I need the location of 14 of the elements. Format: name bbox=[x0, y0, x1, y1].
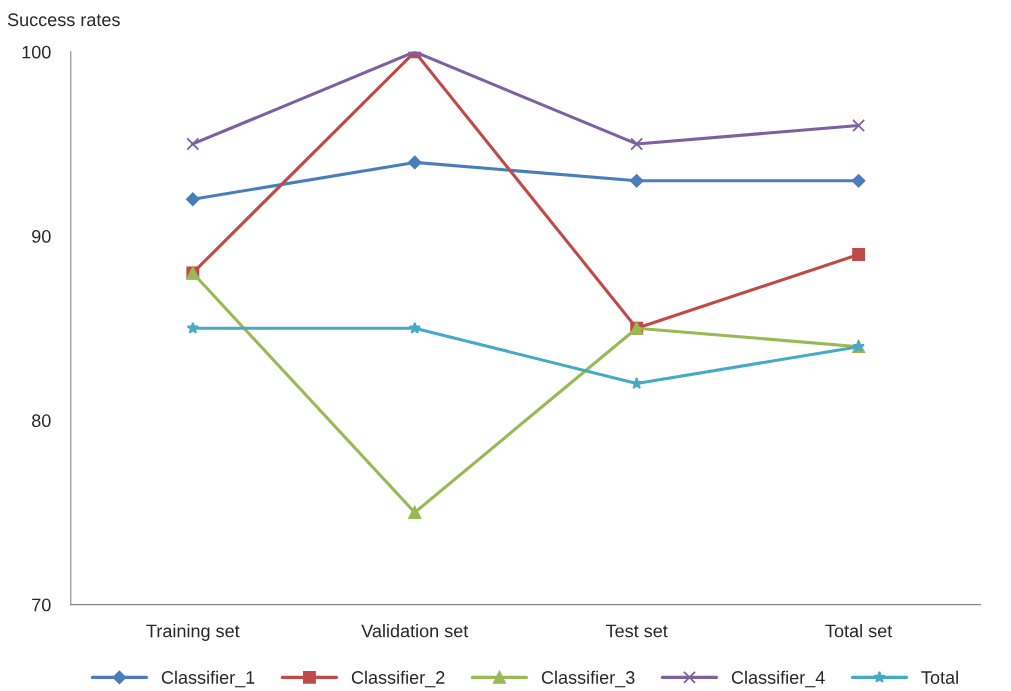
y-axis-title: Success rates bbox=[7, 13, 120, 27]
y-tick-label: 70 bbox=[32, 598, 51, 612]
legend-label: Classifier_1 bbox=[161, 670, 255, 688]
x-tick-label: Training set bbox=[146, 624, 240, 641]
legend-label: Classifier_2 bbox=[351, 670, 445, 688]
x-tick-label: Total set bbox=[825, 624, 893, 638]
y-tick-label: 100 bbox=[22, 45, 51, 59]
legend-label: Classifier_4 bbox=[731, 670, 825, 688]
y-tick-label: 90 bbox=[32, 230, 51, 243]
x-tick-label: Test set bbox=[605, 624, 668, 638]
legend-label: Classifier_3 bbox=[541, 670, 635, 688]
y-tick-label: 80 bbox=[32, 414, 51, 428]
legend-label: Total bbox=[921, 670, 958, 684]
x-tick-label: Validation set bbox=[361, 624, 469, 638]
